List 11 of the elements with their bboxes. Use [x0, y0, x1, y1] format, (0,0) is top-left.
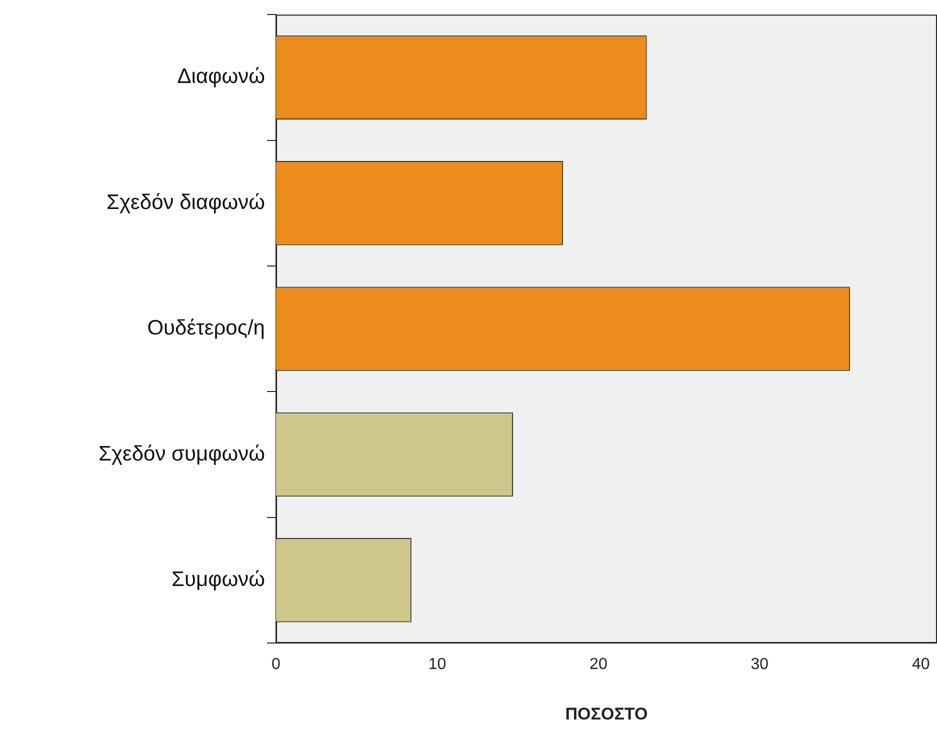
x-tick-label: 10	[428, 656, 446, 674]
x-tick-label: 0	[272, 656, 281, 674]
y-tick-label: Σχεδόν διαφωνώ	[106, 190, 265, 214]
x-tick-label: 20	[590, 656, 608, 674]
y-tick-label: Συμφωνώ	[172, 568, 265, 591]
x-axis-title: ΠΟΣΟΣΤΟ	[565, 704, 648, 724]
y-tick-label: Σχεδόν συμφωνώ	[98, 442, 265, 466]
x-tick-label: 40	[912, 656, 930, 674]
y-tick-label: Διαφωνώ	[177, 65, 265, 88]
y-tick-label: Ουδέτερος/η	[147, 316, 265, 340]
x-tick-label: 30	[750, 656, 769, 674]
